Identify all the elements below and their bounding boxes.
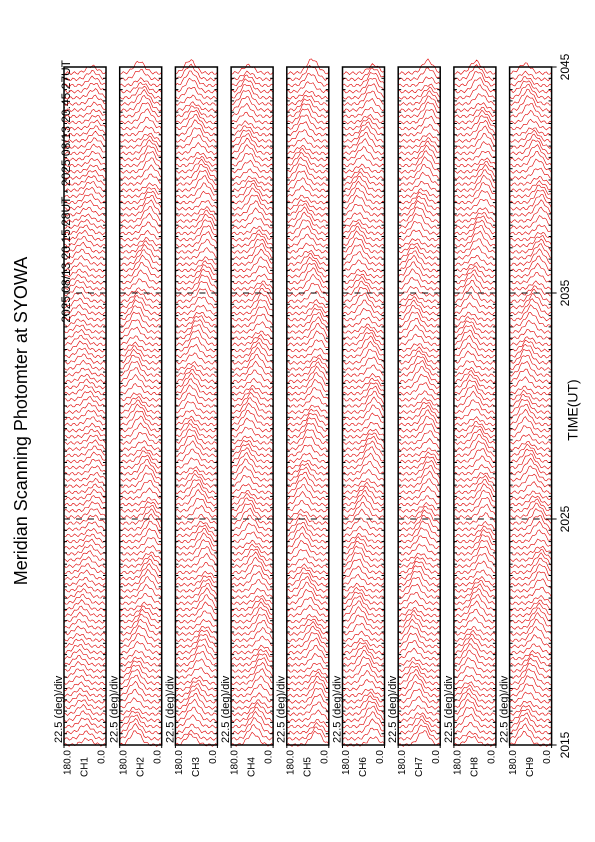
panel-frame [286, 66, 330, 746]
panel: 180.0 0.0 CH3 22.5 (deg)/div [164, 59, 219, 777]
y-tick-label: 0.0 [264, 750, 275, 764]
scan-traces [230, 63, 274, 747]
panel-frame [341, 66, 386, 746]
y-tick-label: 0.0 [487, 750, 498, 764]
scan-traces [63, 64, 107, 747]
y-tick-label: 180.0 [397, 750, 408, 775]
scan-traces [509, 62, 552, 747]
panel-label: CH3 [191, 757, 202, 777]
scan-traces [453, 59, 497, 747]
y-tick-label: 180.0 [341, 750, 352, 775]
panel: 180.0 0.0 CH1 22.5 (deg)/div [53, 64, 108, 777]
panel: 180.0 0.0 CH4 22.5 (deg)/div [220, 63, 275, 777]
scale-label: 22.5 (deg)/div [164, 675, 176, 743]
panel: 180.0 0.0 CH8 22.5 (deg)/div [443, 59, 498, 777]
x-tick-label: 2045 [558, 53, 572, 80]
panel-label: CH7 [414, 757, 425, 777]
panel-frame [230, 66, 274, 746]
y-tick-label: 180.0 [508, 750, 519, 775]
scan-traces [342, 63, 385, 747]
scale-label: 22.5 (deg)/div [109, 675, 121, 743]
x-tick-label: 2015 [558, 731, 572, 758]
scan-traces [175, 59, 218, 747]
scan-traces [119, 60, 162, 747]
y-tick-label: 0.0 [152, 750, 163, 764]
panel-label: CH9 [525, 757, 536, 777]
y-tick-label: 180.0 [453, 750, 464, 775]
scale-label: 22.5 (deg)/div [53, 675, 65, 743]
y-tick-label: 0.0 [319, 750, 330, 764]
panel-frame [174, 66, 219, 746]
panel: 180.0 0.0 CH2 22.5 (deg)/div [109, 60, 163, 777]
chart-title: Meridian Scanning Photomter at SYOWA [11, 257, 31, 585]
scale-label: 22.5 (deg)/div [499, 675, 511, 743]
panel: 180.0 0.0 CH5 22.5 (deg)/div [276, 58, 330, 777]
x-axis-label: TIME(UT) [565, 379, 581, 440]
y-tick-label: 0.0 [542, 750, 553, 764]
panel: 180.0 0.0 CH7 22.5 (deg)/div [387, 58, 442, 777]
y-tick-label: 0.0 [208, 750, 219, 764]
y-tick-label: 180.0 [285, 750, 296, 775]
y-tick-label: 0.0 [375, 750, 386, 764]
scan-traces [397, 58, 441, 747]
panel-label: CH5 [302, 757, 313, 777]
scale-label: 22.5 (deg)/div [443, 675, 455, 743]
y-tick-label: 180.0 [174, 750, 185, 775]
scale-label: 22.5 (deg)/div [276, 675, 288, 743]
panel-label: CH1 [80, 757, 91, 777]
scan-traces [286, 58, 330, 747]
y-tick-label: 180.0 [230, 750, 241, 775]
y-tick-label: 0.0 [431, 750, 442, 764]
panel-label: CH2 [135, 757, 146, 777]
panel-label: CH8 [470, 757, 481, 777]
panel-frame [118, 66, 163, 746]
panel-label: CH4 [247, 757, 258, 777]
scale-label: 22.5 (deg)/div [331, 675, 343, 743]
y-tick-label: 180.0 [118, 750, 129, 775]
panel: 180.0 0.0 CH9 22.5 (deg)/div [499, 62, 553, 777]
x-tick-label: 2025 [558, 505, 572, 532]
y-tick-label: 0.0 [97, 750, 108, 764]
panel-label: CH6 [358, 757, 369, 777]
rotated-plot: Meridian Scanning Photomter at SYOWA 202… [11, 53, 581, 777]
scale-label: 22.5 (deg)/div [220, 675, 232, 743]
x-tick-label: 2035 [558, 279, 572, 306]
y-tick-label: 180.0 [63, 750, 74, 775]
panel: 180.0 0.0 CH6 22.5 (deg)/div [331, 63, 386, 777]
scale-label: 22.5 (deg)/div [387, 675, 399, 743]
